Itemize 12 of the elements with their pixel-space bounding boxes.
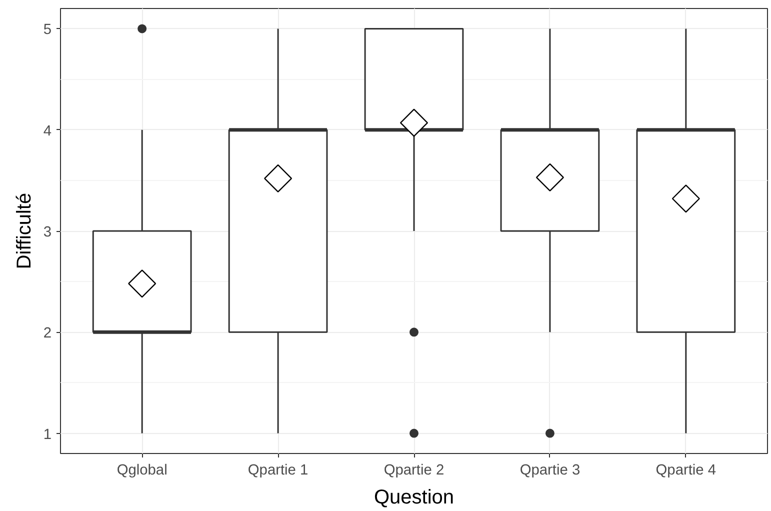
x-tick-label: Qpartie 2 [384,462,444,478]
y-tick-label: 5 [43,22,52,38]
y-tick-label: 2 [43,326,52,342]
x-tick-label: Qpartie 1 [248,462,308,478]
y-tick-label: 4 [43,123,52,140]
y-axis-title: Difficulté [13,192,36,270]
y-tick-label: 1 [43,426,52,443]
y-tick-label: 3 [43,224,52,240]
x-tick-label: Qglobal [116,462,168,478]
x-tick-label: Qpartie 4 [656,462,716,478]
x-tick-label: Qpartie 3 [520,462,580,478]
x-axis-title: Question [374,486,454,508]
